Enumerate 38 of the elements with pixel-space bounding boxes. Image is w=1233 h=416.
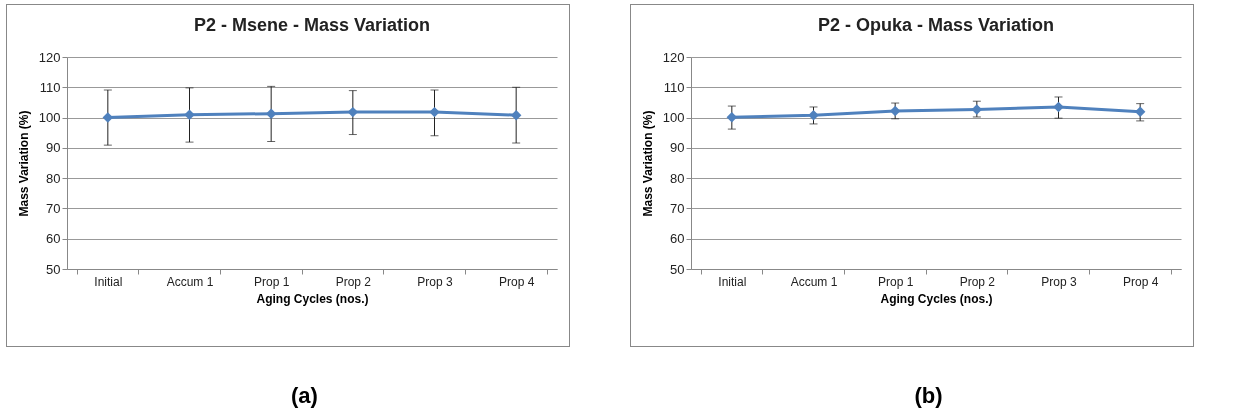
x-axis-title: Aging Cycles (nos.) [880, 291, 993, 306]
y-tick-label: 120 [662, 49, 685, 65]
y-axis-title: Mass Variation (%) [16, 110, 31, 217]
x-tick-label: Prop 3 [1041, 274, 1077, 289]
x-tick-label: Prop 4 [1122, 274, 1159, 289]
y-tick-label: 90 [46, 140, 61, 156]
x-tick-label: Prop 4 [498, 274, 535, 289]
y-tick-label: 80 [46, 170, 61, 186]
chart-title: P2 - Opuka - Mass Variation [817, 15, 1055, 35]
y-tick-label: 60 [46, 231, 61, 247]
x-tick-label: Prop 2 [959, 274, 996, 289]
x-tick-label: Accum 1 [166, 274, 214, 289]
x-tick-label: Prop 3 [417, 274, 453, 289]
y-tick-label: 70 [46, 200, 61, 216]
y-tick-label: 90 [670, 140, 685, 156]
y-tick-label: 70 [670, 200, 685, 216]
y-tick-label: 60 [670, 231, 685, 247]
chart-title: P2 - Msene - Mass Variation [193, 15, 431, 35]
text: (a) [290, 383, 319, 409]
y-tick-label: 120 [38, 49, 61, 65]
y-tick-label: 80 [670, 170, 685, 186]
x-axis-title: Aging Cycles (nos.) [256, 291, 369, 306]
x-tick-label: Prop 1 [877, 274, 914, 289]
y-tick-label: 50 [670, 261, 685, 277]
y-tick-label: 50 [46, 261, 61, 277]
point [808, 109, 819, 121]
x-tick-label: Prop 1 [253, 274, 290, 289]
y-tick-label: 110 [39, 79, 61, 95]
y-tick-label: 110 [663, 79, 685, 95]
x-tick-label: Initial [94, 274, 123, 289]
x-tick-label: Prop 2 [335, 274, 372, 289]
y-tick-label: 100 [38, 110, 61, 126]
y-tick-label: 100 [662, 110, 685, 126]
text: (b) [913, 383, 944, 409]
y-axis-title: Mass Variation (%) [640, 110, 655, 217]
x-tick-label: Accum 1 [790, 274, 838, 289]
x-tick-label: Initial [718, 274, 747, 289]
point [1053, 101, 1064, 113]
